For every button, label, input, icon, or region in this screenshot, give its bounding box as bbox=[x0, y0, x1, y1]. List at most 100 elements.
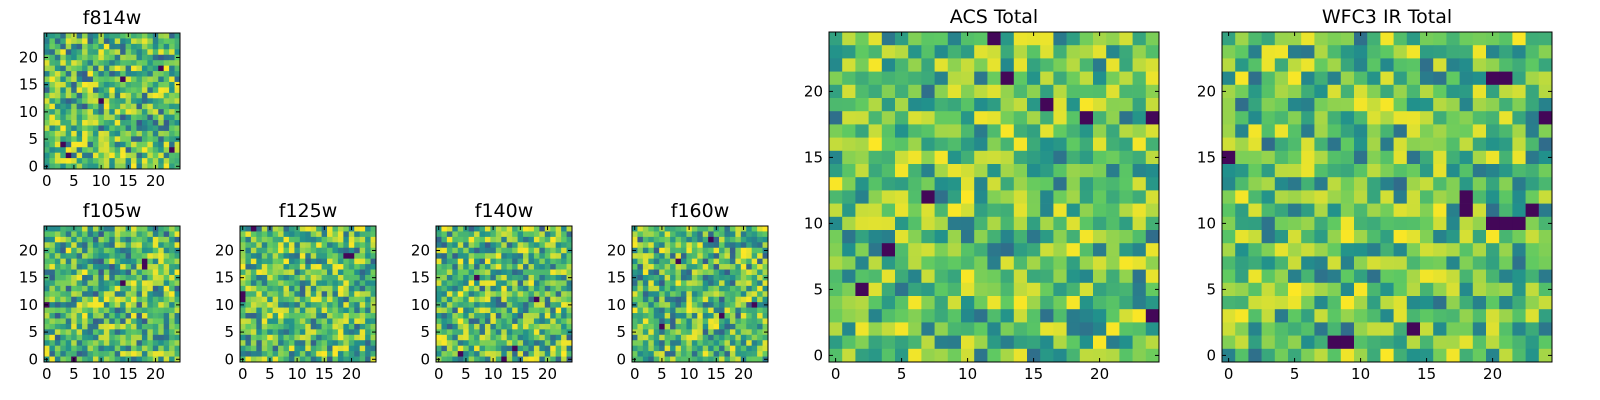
heatmap-cell bbox=[299, 280, 306, 287]
heatmap-cell bbox=[479, 274, 486, 281]
heatmap-cell bbox=[256, 345, 263, 352]
heatmap-cell bbox=[479, 307, 486, 314]
heatmap-cell bbox=[921, 296, 935, 310]
heatmap-cell bbox=[921, 256, 935, 270]
heatmap-cell bbox=[490, 307, 497, 314]
heatmap-cell bbox=[697, 269, 704, 276]
heatmap-cell bbox=[131, 258, 137, 265]
heatmap-cell bbox=[54, 285, 61, 292]
heatmap-cell bbox=[457, 269, 464, 276]
heatmap-cell bbox=[441, 242, 448, 249]
heatmap-cell bbox=[299, 291, 306, 298]
heatmap-cell bbox=[114, 114, 121, 121]
heatmap-cell bbox=[1222, 216, 1236, 231]
heatmap-cell bbox=[881, 137, 896, 152]
heatmap-cell bbox=[1472, 98, 1487, 112]
heatmap-cell bbox=[881, 58, 896, 72]
heatmap-cell bbox=[1248, 164, 1262, 178]
heatmap-cell bbox=[65, 33, 72, 39]
heatmap-cell bbox=[354, 242, 361, 249]
heatmap-cell bbox=[54, 92, 61, 99]
heatmap-cell bbox=[310, 242, 317, 249]
heatmap-cell bbox=[359, 285, 366, 292]
heatmap-cell bbox=[561, 236, 567, 243]
heatmap-cell bbox=[921, 177, 935, 191]
heatmap-cell bbox=[648, 318, 655, 325]
heatmap-cell bbox=[533, 323, 540, 330]
heatmap-cell bbox=[1288, 84, 1302, 99]
heatmap-cell bbox=[310, 258, 317, 265]
heatmap-cell bbox=[653, 242, 660, 249]
heatmap-cell bbox=[691, 258, 698, 265]
heatmap-cell bbox=[555, 231, 562, 238]
heatmap-cell bbox=[452, 302, 459, 308]
heatmap-cell bbox=[65, 329, 72, 336]
heatmap-cell bbox=[855, 111, 869, 125]
heatmap-cell bbox=[136, 269, 143, 276]
heatmap-cell bbox=[174, 351, 181, 357]
heatmap-cell bbox=[1066, 177, 1081, 191]
heatmap-cell bbox=[653, 231, 660, 238]
heatmap-cell bbox=[1512, 216, 1526, 231]
heatmap-cell bbox=[136, 120, 143, 126]
heatmap-cell bbox=[1145, 322, 1160, 336]
heatmap-cell bbox=[310, 226, 317, 232]
heatmap-cell bbox=[109, 302, 116, 308]
heatmap-cell bbox=[256, 231, 263, 238]
heatmap-cell bbox=[881, 256, 896, 270]
heatmap-cell bbox=[158, 87, 165, 94]
heatmap-cell bbox=[354, 296, 361, 303]
heatmap-cell bbox=[436, 242, 442, 249]
heatmap-cell bbox=[158, 109, 165, 115]
heatmap-cell bbox=[484, 351, 491, 357]
heatmap-cell bbox=[71, 130, 77, 137]
heatmap-cell bbox=[855, 45, 869, 59]
heatmap-cell bbox=[1486, 269, 1500, 284]
heatmap-cell bbox=[147, 269, 154, 276]
heatmap-cell bbox=[452, 296, 459, 303]
heatmap-cell bbox=[76, 258, 83, 265]
heatmap-cell bbox=[1222, 164, 1236, 178]
heatmap-cell bbox=[1433, 322, 1447, 336]
heatmap-cell bbox=[1327, 216, 1342, 231]
heatmap-cell bbox=[881, 322, 896, 336]
heatmap-cell bbox=[283, 247, 290, 254]
heatmap-cell bbox=[719, 351, 725, 357]
heatmap-cell bbox=[501, 291, 508, 298]
heatmap-cell bbox=[528, 296, 535, 303]
heatmap-cell bbox=[670, 231, 676, 238]
heatmap-cell bbox=[1053, 190, 1067, 204]
heatmap-cell bbox=[1248, 58, 1262, 72]
heatmap-cell bbox=[1288, 216, 1302, 231]
heatmap-cell bbox=[163, 38, 170, 45]
heatmap-cell bbox=[474, 269, 480, 276]
heatmap-cell bbox=[54, 98, 61, 105]
heatmap-cell bbox=[174, 280, 181, 287]
heatmap-cell bbox=[114, 38, 121, 45]
heatmap-cell bbox=[550, 334, 557, 341]
heatmap-cell bbox=[1145, 177, 1160, 191]
heatmap-cell bbox=[65, 340, 72, 347]
heatmap-cell bbox=[131, 236, 137, 243]
heatmap-cell bbox=[1420, 269, 1434, 284]
heatmap-cell bbox=[174, 147, 181, 154]
heatmap-cell bbox=[245, 296, 252, 303]
heatmap-cell bbox=[1367, 309, 1381, 323]
heatmap-cell bbox=[1106, 150, 1120, 165]
heatmap-cell bbox=[961, 269, 975, 284]
heatmap-cell bbox=[305, 280, 312, 287]
heatmap-cell bbox=[60, 49, 67, 56]
heatmap-cell bbox=[321, 247, 328, 254]
heatmap-cell bbox=[120, 264, 126, 270]
heatmap-cell bbox=[1000, 282, 1015, 297]
heatmap-cell bbox=[1380, 216, 1394, 231]
heatmap-cell bbox=[855, 335, 869, 350]
heatmap-cell bbox=[1354, 98, 1368, 112]
heatmap-cell bbox=[1367, 124, 1381, 138]
heatmap-cell bbox=[103, 242, 110, 249]
heatmap-cell bbox=[82, 141, 88, 148]
heatmap-cell bbox=[855, 98, 869, 112]
heatmap-cell bbox=[561, 340, 567, 347]
heatmap-cell bbox=[174, 114, 181, 121]
heatmap-cell bbox=[842, 124, 856, 138]
